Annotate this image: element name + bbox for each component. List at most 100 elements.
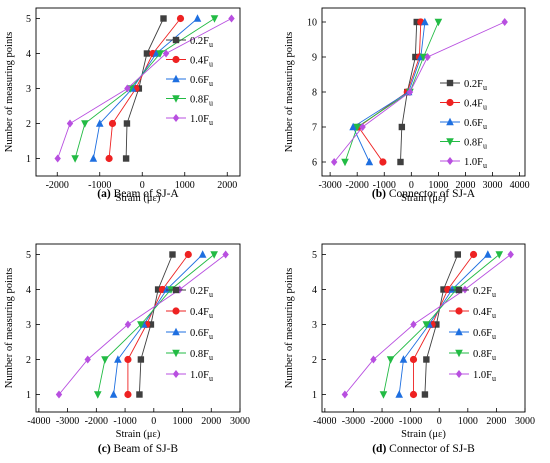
series-1.0Fu [54,14,235,163]
data-point [397,158,404,166]
legend-entry: 1.0Fu [190,114,213,127]
legend-marker [172,114,180,122]
data-point [137,356,145,363]
y-axis-label: Number of measuring points [4,32,15,152]
data-point [154,286,162,293]
x-axis-label: Strain (με) [401,429,446,440]
legend-marker [446,138,454,146]
legend-marker [172,349,180,358]
legend-entry: 0.8Fu [473,349,496,362]
x-tick-label: 0 [140,180,145,191]
legend-entry: 0.4Fu [190,307,213,320]
data-point [123,120,131,127]
legend-entry: 0.2Fu [190,286,213,299]
data-point [184,250,192,259]
legend-marker [455,349,463,358]
series-line [413,254,474,395]
x-tick-label: 2000 [486,416,506,427]
plot-frame [35,243,241,413]
y-tick-label: 3 [312,320,317,331]
legend: 0.2Fu 0.4Fu 0.6Fu 0.8Fu 1.0Fu [166,286,213,383]
data-point [84,355,91,364]
y-tick-label: 10 [307,18,317,29]
data-point [448,285,456,293]
data-point [495,251,504,259]
data-point [108,119,117,128]
legend-marker [172,36,180,44]
x-tick-label: 3000 [515,416,535,427]
legend-marker [446,117,454,126]
panel-caption: (d) Connector of SJ-B [372,443,475,455]
data-point [395,390,403,398]
series-0.4Fu [124,250,192,399]
y-tick-label: 9 [312,53,317,64]
x-tick-label: -2000 [46,180,69,191]
series-0.6Fu [89,14,202,162]
data-point [424,53,431,61]
data-point [114,355,122,363]
data-point [124,84,131,93]
data-point [210,251,218,259]
x-axis-label: Strain (με) [401,193,446,204]
data-point [484,250,492,258]
data-point [419,53,428,62]
data-point [330,158,338,166]
series-0.6Fu [109,250,207,398]
data-point [136,391,143,398]
data-point [122,155,130,162]
y-tick-label: 3 [26,320,31,331]
legend-entry: 0.6Fu [473,328,496,341]
series-0.4Fu [354,18,425,166]
plot-frame [321,243,526,413]
data-point [454,251,462,258]
series-0.2Fu [136,251,176,398]
x-tick-label: 4000 [510,180,530,191]
series-0.4Fu [105,14,185,163]
data-point [501,18,508,26]
y-tick-label: 1 [312,390,317,401]
data-point [469,250,478,259]
data-point [413,18,420,26]
y-tick-label: 3 [26,84,31,95]
series-1.0Fu [341,250,514,399]
x-tick-label: 2000 [201,416,221,427]
y-axis-label: Number of measuring points [284,268,295,388]
x-tick-label: 1000 [175,180,195,191]
legend-entry: 0.8Fu [190,349,213,362]
series-line [352,21,426,163]
y-tick-label: 5 [312,250,317,261]
y-tick-label: 4 [26,285,31,296]
data-point [412,53,419,61]
series-line [344,21,439,163]
data-point [228,14,235,23]
data-point [152,49,161,57]
y-tick-label: 5 [26,250,31,261]
y-tick-label: 1 [26,390,31,401]
data-point [423,356,430,363]
y-tick-label: 4 [312,285,317,296]
data-point [95,119,104,127]
data-point [341,158,349,167]
x-tick-label: -1000 [88,180,111,191]
data-point [398,123,406,131]
y-axis-label: Number of measuring points [4,268,15,388]
legend-marker [172,286,180,294]
legend: 0.2Fu 0.4Fu 0.6Fu 0.8Fu 1.0Fu [449,286,496,383]
legend-marker [172,95,180,103]
panel-caption: (a) Beam of SJ-A [97,188,179,200]
x-axis-label: Strain (με) [116,193,161,204]
x-tick-label: -3000 [318,180,341,191]
x-tick-label: 1000 [428,180,448,191]
y-tick-label: 2 [312,355,317,366]
data-point [379,391,388,399]
legend-marker [455,327,463,336]
legend-marker [446,79,454,87]
data-point [105,154,113,163]
chart-panel-a: -2000 -1000 0 1000 2000 1 2 3 4 5 Strain (με) Numbe… [4,7,241,204]
data-point [386,356,395,364]
legend: 0.2Fu 0.4Fu 0.6Fu 0.8Fu 1.0Fu [440,79,487,170]
data-point [147,321,155,328]
legend-marker [172,307,180,315]
data-point [433,321,440,328]
chart-panel-b: -3000 -2000 -1000 0 1000 2000 3000 4000 6 7 8 9 10 St… [284,7,530,204]
